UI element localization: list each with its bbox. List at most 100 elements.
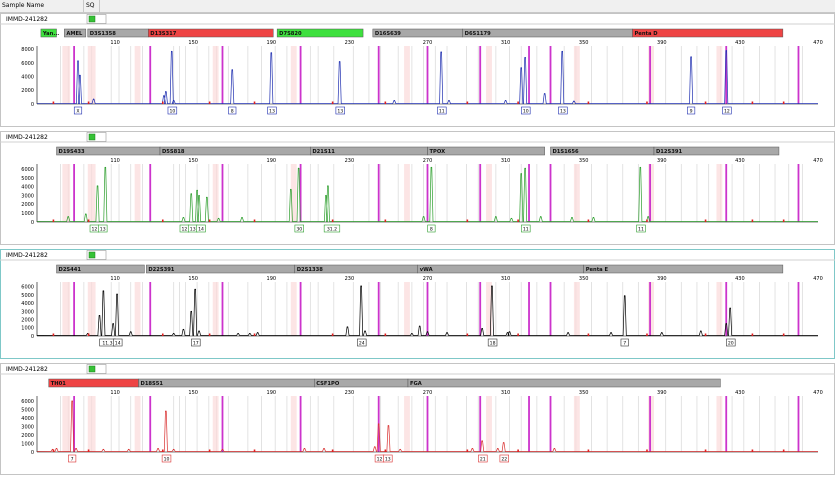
peak-point[interactable] — [206, 196, 208, 198]
peak-point[interactable] — [346, 326, 349, 328]
peak-point[interactable] — [325, 195, 327, 197]
electropherogram-svg[interactable]: IMMD-241282 D19S433 D5S818 D21S11 TPOX D1S165… — [0, 131, 835, 245]
peak-point[interactable] — [540, 216, 542, 218]
peak-point[interactable] — [198, 195, 200, 197]
allele-label-box[interactable] — [68, 454, 77, 463]
peak-point[interactable] — [419, 325, 421, 327]
peak-point[interactable] — [647, 216, 649, 218]
allele-label-box[interactable] — [687, 106, 696, 115]
peak-point[interactable] — [503, 442, 505, 444]
peak-point[interactable] — [157, 448, 159, 450]
allele-label-box[interactable] — [294, 224, 304, 233]
allele-label-box[interactable] — [636, 224, 646, 233]
marker-bin[interactable] — [407, 378, 721, 388]
allele-label-box[interactable] — [499, 454, 509, 463]
peak-point[interactable] — [182, 328, 185, 331]
peak-point[interactable] — [102, 290, 104, 292]
red-dye-panel[interactable]: IMMD-241282 TH01 D18S51 CSF1PO FGA 110 150 190 2… — [0, 363, 835, 477]
peak-point[interactable] — [303, 448, 306, 450]
peak-point[interactable] — [130, 331, 132, 333]
peak-point[interactable] — [571, 217, 573, 219]
marker-bin[interactable] — [56, 264, 145, 274]
peak-point[interactable] — [55, 448, 58, 450]
peak-point[interactable] — [75, 448, 77, 450]
peak-point[interactable] — [448, 99, 450, 102]
peak-point[interactable] — [67, 216, 69, 218]
peak-point[interactable] — [163, 95, 165, 97]
sq-column-header[interactable]: SQ — [84, 0, 100, 12]
peak-point[interactable] — [481, 440, 483, 442]
peak-point[interactable] — [399, 448, 401, 451]
allele-label-box[interactable] — [196, 224, 206, 233]
peak-point[interactable] — [573, 100, 575, 102]
peak-point[interactable] — [190, 310, 192, 313]
peak-point[interactable] — [112, 323, 114, 325]
allele-label-box[interactable] — [478, 454, 488, 463]
peak-point[interactable] — [231, 69, 233, 71]
peak-point[interactable] — [257, 332, 259, 334]
peak-point[interactable] — [729, 307, 731, 309]
sample-name-column-header[interactable]: Sample Name — [0, 0, 84, 12]
peak-point[interactable] — [241, 217, 243, 219]
marker-bin[interactable] — [583, 264, 784, 274]
sizing-quality-box[interactable] — [86, 250, 107, 260]
green-dye-panel[interactable]: IMMD-241282 D19S433 D5S818 D21S11 TPOX D1S165… — [0, 131, 835, 245]
peak-point[interactable] — [725, 50, 727, 52]
peak-point[interactable] — [639, 166, 641, 169]
allele-label-box[interactable] — [167, 106, 178, 115]
peak-point[interactable] — [471, 448, 474, 450]
peak-point[interactable] — [446, 332, 448, 334]
peak-point[interactable] — [364, 330, 366, 332]
electropherogram-svg[interactable]: IMMD-241282 D2S441 D22S391 D2S1338 vWA Penta … — [0, 249, 835, 359]
allele-label-box[interactable] — [73, 106, 83, 115]
peak-point[interactable] — [426, 331, 429, 333]
peak-point[interactable] — [116, 293, 118, 295]
marker-bin[interactable] — [40, 28, 57, 38]
peak-point[interactable] — [323, 448, 325, 450]
allele-label-box[interactable] — [98, 224, 108, 233]
peak-point[interactable] — [524, 167, 526, 169]
allele-label-box[interactable] — [228, 106, 237, 115]
peak-point[interactable] — [77, 60, 79, 62]
allele-label-box[interactable] — [357, 338, 367, 347]
peak-point[interactable] — [690, 56, 692, 58]
peak-point[interactable] — [237, 332, 239, 335]
peak-point[interactable] — [327, 185, 329, 187]
marker-bin[interactable] — [632, 28, 784, 38]
peak-point[interactable] — [495, 216, 497, 218]
allele-label-box[interactable] — [161, 454, 172, 463]
allele-label-box[interactable] — [267, 106, 277, 115]
peak-point[interactable] — [198, 330, 200, 332]
peak-point[interactable] — [173, 448, 175, 451]
peak-point[interactable] — [505, 99, 507, 102]
peak-point[interactable] — [194, 288, 196, 290]
peak-point[interactable] — [700, 330, 702, 332]
peak-point[interactable] — [508, 331, 511, 333]
electropherogram-svg[interactable]: IMMD-241282 Yan... AMEL D3S1358 D13S317 D7S82… — [0, 13, 835, 127]
allele-label-box[interactable] — [521, 224, 531, 233]
sizing-quality-box[interactable] — [86, 14, 107, 24]
blue-dye-panel[interactable]: IMMD-241282 Yan... AMEL D3S1358 D13S317 D7S82… — [0, 13, 835, 127]
electropherogram-svg[interactable]: IMMD-241282 TH01 D18S51 CSF1PO FGA 110 150 190 2… — [0, 363, 835, 475]
peak-point[interactable] — [544, 93, 546, 95]
peak-point[interactable] — [440, 51, 442, 53]
sizing-quality-box[interactable] — [86, 132, 107, 142]
marker-bin[interactable] — [653, 146, 780, 156]
peak-point[interactable] — [387, 425, 390, 427]
marker-bin[interactable] — [276, 28, 364, 38]
peak-point[interactable] — [553, 448, 556, 450]
peak-point[interactable] — [217, 217, 220, 220]
peak-point[interactable] — [190, 193, 192, 195]
peak-point[interactable] — [610, 332, 612, 334]
peak-point[interactable] — [165, 91, 167, 93]
marker-bin[interactable] — [64, 28, 87, 38]
allele-label-box[interactable] — [191, 338, 201, 347]
allele-label-box[interactable] — [620, 338, 629, 347]
peak-point[interactable] — [524, 57, 526, 59]
peak-point[interactable] — [497, 448, 499, 450]
allele-label-box[interactable] — [335, 106, 345, 115]
allele-label-box[interactable] — [487, 338, 498, 347]
allele-label-box[interactable] — [427, 224, 436, 233]
sizing-quality-box[interactable] — [86, 364, 107, 374]
allele-label-box[interactable] — [558, 106, 568, 115]
